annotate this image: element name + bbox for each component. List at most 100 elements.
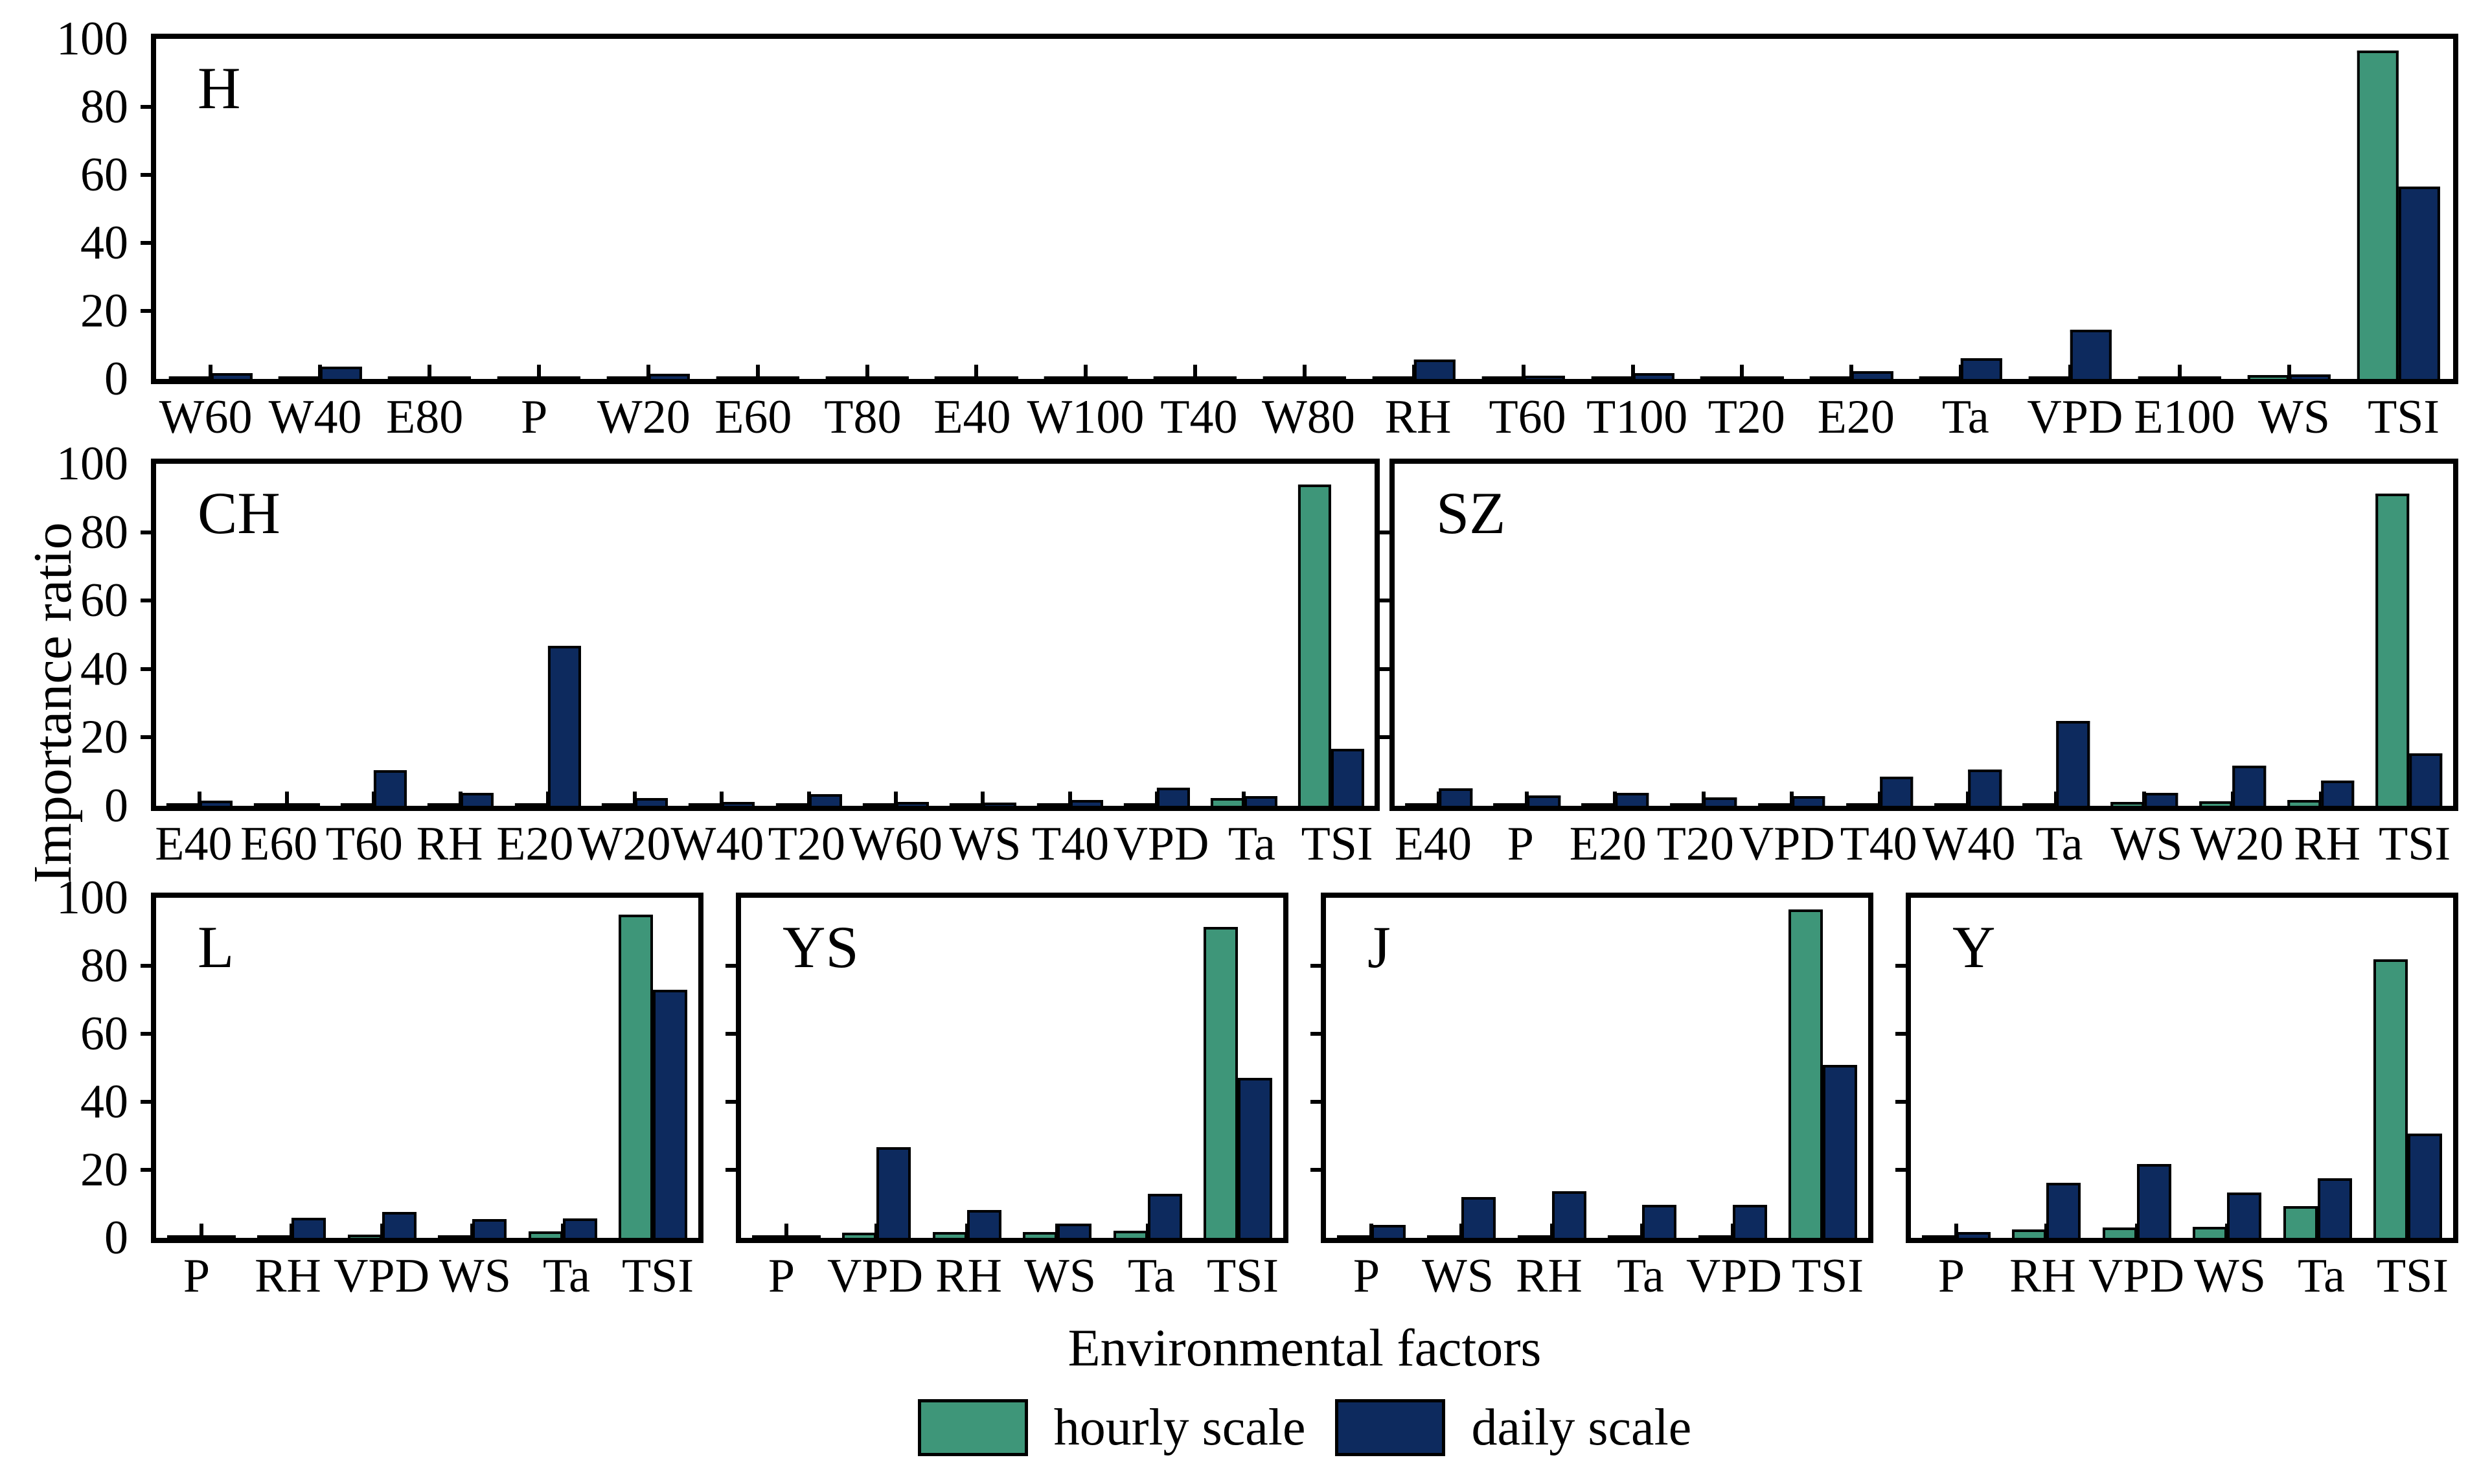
category-slot-RH (2277, 464, 2365, 806)
x-tick-label-Ta: Ta (1228, 817, 1275, 871)
plot-area-H (156, 39, 2453, 379)
x-tick-label-W20: W20 (2190, 817, 2284, 871)
bar-daily-T60 (1523, 375, 1565, 379)
bar-pair-T20 (775, 464, 842, 806)
daily-scale-swatch-icon (1335, 1399, 1446, 1456)
bar-pair-TSI (1297, 464, 1364, 806)
bar-hourly-W100 (1044, 376, 1086, 379)
bar-pair-T20 (1700, 39, 1784, 379)
category-slot-Ta (2012, 464, 2100, 806)
bar-hourly-VPD (1124, 803, 1158, 806)
bar-pair-Ta (1211, 464, 1277, 806)
bar-daily-E20 (1851, 371, 1893, 379)
y-tick-label-0: 0 (104, 779, 128, 832)
bar-pair-T40 (1036, 464, 1103, 806)
bar-daily-W40 (722, 801, 755, 806)
bar-daily-W40 (1968, 769, 2002, 806)
bar-daily-E40 (1439, 788, 1472, 806)
y-tick-mark (726, 1168, 741, 1172)
bar-hourly-TSI (2375, 494, 2409, 806)
bar-pair-T40 (1153, 39, 1237, 379)
bar-daily-T40 (1195, 376, 1237, 379)
bar-pair-W40 (279, 39, 362, 379)
bar-daily-P (1956, 1232, 1991, 1238)
bar-daily-W40 (320, 367, 362, 379)
bar-daily-RH (1551, 1191, 1586, 1238)
bar-hourly-P (166, 1235, 201, 1238)
category-slot-P (741, 898, 832, 1238)
category-slot-E40 (922, 39, 1031, 379)
legend-item-daily: daily scale (1335, 1399, 1691, 1456)
bar-daily-TSI (2408, 753, 2443, 806)
category-slot-RH (1359, 39, 1468, 379)
bar-hourly-T60 (1481, 376, 1524, 379)
bar-pair-W20 (2199, 464, 2267, 806)
y-tick-mark (1310, 964, 1326, 968)
bar-pair-E60 (716, 39, 799, 379)
bar-pair-E60 (253, 464, 320, 806)
bar-daily-W60 (896, 801, 930, 806)
bar-pair-P (1493, 464, 1560, 806)
panel-title-SZ: SZ (1436, 480, 1506, 546)
bar-hourly-E80 (387, 376, 430, 379)
x-tick-label-Ta: Ta (1128, 1250, 1175, 1303)
bar-pair-E40 (1405, 464, 1472, 806)
x-tick-label-T60: T60 (1489, 391, 1566, 444)
x-tick-mark (198, 792, 202, 806)
category-slot-T40 (1027, 464, 1114, 806)
x-tick-label-TSI: TSI (621, 1250, 694, 1303)
bar-pair-WS (1427, 898, 1496, 1238)
x-tick-label-E20: E20 (496, 817, 574, 871)
x-tick-label-P: P (768, 1250, 795, 1303)
bar-pair-W60 (862, 464, 930, 806)
bar-pair-P (166, 898, 236, 1238)
bar-hourly-T20 (1669, 803, 1704, 806)
x-tick-label-VPD: VPD (1739, 817, 1835, 871)
y-tick-label-60: 60 (80, 1007, 128, 1060)
y-tick-mark (141, 1032, 156, 1036)
bar-hourly-E60 (716, 376, 758, 379)
x-tick-labels-CH: E40 E60 T60 RH E20 W20 W40 T20 W60 WS T40 VPD Ta TSI (151, 820, 1380, 868)
bar-daily-WS (1057, 1224, 1092, 1238)
x-tick-label-VPD: VPD (2027, 391, 2123, 444)
legend-item-hourly: hourly scale (917, 1399, 1306, 1456)
bar-pair-VPD (1758, 464, 1825, 806)
bar-hourly-VPD (2028, 376, 2071, 379)
x-tick-labels-L: P RH VPD WS Ta TSI (151, 1252, 703, 1300)
bar-pair-P (1336, 898, 1406, 1238)
x-tick-label-W40: W40 (268, 391, 362, 444)
bar-hourly-T60 (340, 803, 374, 806)
x-tick-label-P: P (521, 391, 548, 444)
bar-pair-W40 (689, 464, 755, 806)
bar-hourly-T40 (1846, 803, 1880, 806)
category-slot-P (156, 898, 247, 1238)
category-slot-T80 (812, 39, 922, 379)
panel-title-L: L (198, 914, 234, 980)
bar-hourly-E40 (166, 803, 200, 806)
category-slot-WS (2182, 898, 2273, 1238)
x-tick-labels-J: P WS RH Ta VPD TSI (1321, 1252, 1873, 1300)
bar-hourly-RH (932, 1232, 967, 1238)
plot-area-CH (156, 464, 1375, 806)
category-slot-W40 (1924, 464, 2012, 806)
y-tick-label-40: 40 (80, 216, 128, 269)
x-tick-label-W20: W20 (577, 817, 671, 871)
x-tick-labels-SZ: E40 P E20 T20 VPD T40 W40 Ta WS W20 RH TSI (1389, 820, 2458, 868)
bar-daily-RH (2046, 1183, 2081, 1238)
bar-pair-WS (2110, 464, 2178, 806)
bar-daily-VPD (1732, 1204, 1767, 1238)
bar-pair-T60 (340, 464, 407, 806)
category-slot-T60 (330, 464, 417, 806)
x-tick-label-RH: RH (1516, 1250, 1582, 1303)
bar-pair-WS (438, 898, 507, 1238)
category-slot-T40 (1836, 464, 1924, 806)
bar-hourly-WS (1023, 1232, 1058, 1238)
bar-pair-RH (932, 898, 1001, 1238)
bar-pair-VPD (1124, 464, 1191, 806)
category-slot-WS (1012, 898, 1103, 1238)
category-slot-TSI (2363, 898, 2454, 1238)
plot-area-L (156, 898, 698, 1238)
x-axis-title: Environmental factors (1068, 1318, 1542, 1377)
legend-label-hourly: hourly scale (1053, 1399, 1306, 1456)
bar-daily-VPD (2070, 329, 2112, 379)
